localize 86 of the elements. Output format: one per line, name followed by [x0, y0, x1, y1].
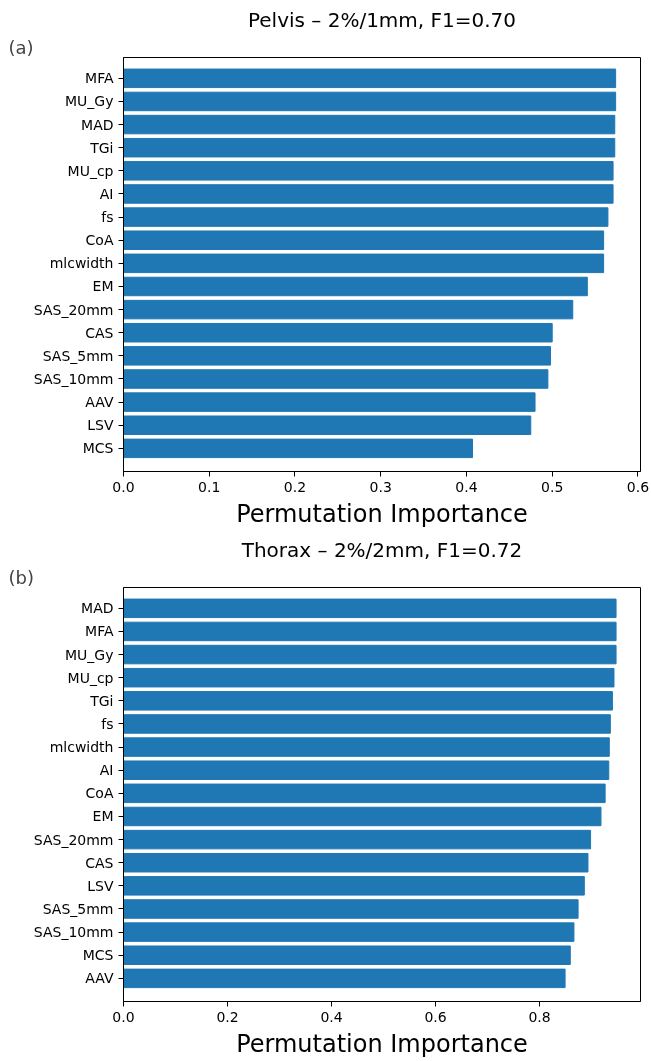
- x-tick-label: 0.0: [112, 478, 135, 495]
- bar: [123, 644, 617, 665]
- y-tick-label: LSV: [87, 417, 114, 434]
- x-axis-title: Permutation Importance: [236, 499, 528, 528]
- y-tick-label: TGi: [89, 139, 114, 156]
- bar: [123, 161, 614, 181]
- y-tick-label: SAS_5mm: [42, 347, 114, 364]
- bar: [123, 91, 617, 112]
- bar: [123, 783, 606, 804]
- bar: [123, 922, 575, 942]
- y-tick-label: SAS_10mm: [33, 924, 114, 941]
- bar: [123, 667, 615, 688]
- y-tick-label: SAS_10mm: [33, 370, 114, 387]
- bar: [123, 392, 536, 412]
- bar: [123, 737, 610, 757]
- y-tick-label: AAV: [85, 394, 114, 411]
- y-tick-label: MFA: [85, 70, 114, 87]
- x-tick-label: 0.8: [528, 1008, 551, 1025]
- bar: [123, 253, 605, 274]
- x-tick-label: 0.4: [455, 478, 478, 495]
- y-tick-label: AI: [99, 762, 114, 779]
- y-tick-label: LSV: [87, 877, 114, 894]
- y-tick-label: MU_Gy: [65, 646, 114, 663]
- bar: [123, 691, 613, 711]
- bar: [123, 68, 617, 89]
- y-tick-label: mlcwidth: [49, 739, 114, 756]
- x-tick-label: 0.1: [198, 478, 221, 495]
- bar: [123, 346, 551, 366]
- y-tick-label: MU_cp: [67, 669, 114, 686]
- bar: [123, 852, 589, 873]
- y-tick-label: MCS: [82, 440, 114, 457]
- y-tick-label: AI: [99, 185, 114, 202]
- bar: [123, 114, 616, 135]
- bar: [123, 714, 611, 734]
- y-tick-label: mlcwidth: [49, 255, 114, 272]
- bar: [123, 276, 588, 297]
- y-tick-label: CoA: [85, 232, 114, 249]
- y-tick-label: CoA: [85, 785, 114, 802]
- bar: [123, 299, 574, 320]
- y-tick-label: SAS_20mm: [33, 831, 114, 848]
- y-tick-label: MU_cp: [67, 162, 114, 179]
- bar: [123, 230, 605, 250]
- y-tick-label: SAS_5mm: [42, 900, 114, 917]
- y-tick-label: TGi: [89, 692, 114, 709]
- y-tick-label: fs: [101, 715, 114, 732]
- x-tick-label: 0.0: [112, 1008, 135, 1025]
- text: (b): [8, 566, 34, 588]
- bar: [123, 438, 473, 459]
- bar: [123, 829, 592, 850]
- bar: [123, 876, 585, 896]
- bar: [123, 322, 553, 343]
- y-tick-label: MAD: [81, 116, 114, 133]
- x-tick-label: 0.4: [320, 1008, 343, 1025]
- x-axis-title: Permutation Importance: [236, 1029, 528, 1058]
- bar: [123, 598, 617, 619]
- y-tick-label: CAS: [85, 324, 114, 341]
- y-tick-label: SAS_20mm: [33, 301, 114, 318]
- bar: [123, 184, 614, 204]
- bar: [123, 415, 532, 435]
- y-tick-label: MCS: [82, 947, 114, 964]
- y-tick-label: MU_Gy: [65, 93, 114, 110]
- y-tick-label: fs: [101, 209, 114, 226]
- x-tick-label: 0.5: [541, 478, 564, 495]
- y-tick-label: MFA: [85, 623, 114, 640]
- y-tick-label: CAS: [85, 854, 114, 871]
- bar: [123, 137, 616, 158]
- chart-title: Pelvis – 2%/1mm, F1=0.70: [247, 7, 517, 32]
- x-tick-label: 0.6: [424, 1008, 447, 1025]
- y-tick-label: AAV: [85, 970, 114, 987]
- bar: [123, 806, 602, 827]
- bar: [123, 945, 571, 965]
- y-tick-label: MAD: [81, 600, 114, 617]
- x-tick-label: 0.2: [216, 1008, 239, 1025]
- bar: [123, 621, 617, 642]
- bar: [123, 899, 579, 919]
- bar: [123, 369, 549, 389]
- bar: [123, 760, 610, 780]
- y-tick-label: EM: [92, 808, 114, 825]
- bar: [123, 207, 609, 227]
- y-tick-label: EM: [92, 278, 114, 295]
- x-tick-label: 0.6: [626, 478, 650, 495]
- chart-title: Thorax – 2%/2mm, F1=0.72: [240, 537, 523, 562]
- bar: [123, 968, 566, 989]
- x-tick-label: 0.3: [369, 478, 392, 495]
- x-tick-label: 0.2: [283, 478, 307, 495]
- text: (a): [8, 36, 34, 58]
